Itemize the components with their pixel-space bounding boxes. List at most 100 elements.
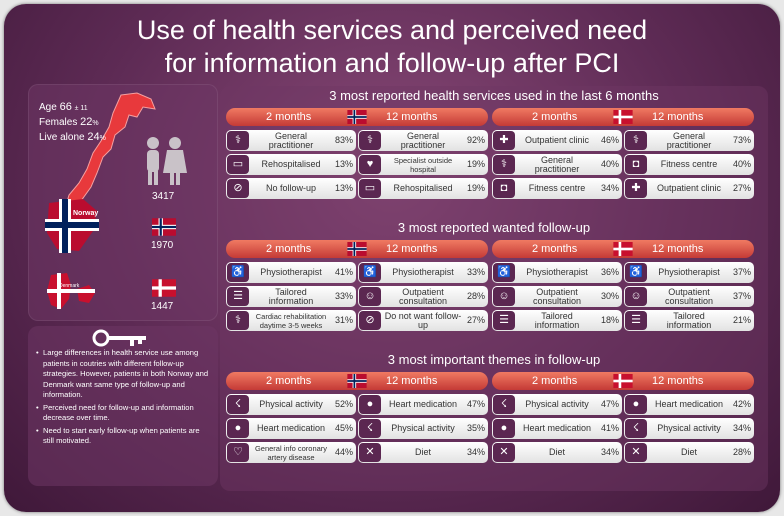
consultation-icon: ☺: [493, 287, 515, 306]
key-messages-panel: Large differences in health service use …: [28, 326, 218, 486]
result-label: No follow-up: [265, 183, 317, 193]
result-cell: ♿ Physiotherapist 33%: [358, 262, 488, 283]
key-message: Need to start early follow-up when patie…: [36, 426, 212, 447]
physiotherapy-icon: ♿: [625, 263, 647, 282]
dumbbell-icon: ◘: [625, 155, 647, 174]
checklist-icon: ☰: [493, 311, 515, 330]
result-cell: ▭ Rehospitalised 13%: [226, 154, 356, 175]
doctor-icon: ⚕: [359, 131, 381, 150]
result-percent: 45%: [334, 423, 353, 433]
result-label: Outpatient consultation: [664, 286, 714, 306]
result-percent: 34%: [600, 183, 619, 193]
result-label: Outpatient consultation: [398, 286, 448, 306]
result-cell: ☇ Physical activity 34%: [624, 418, 754, 439]
result-percent: 31%: [334, 315, 353, 325]
header-2-months: 2 months: [266, 243, 312, 255]
denmark-count: 1447: [151, 301, 174, 312]
physiotherapy-icon: ♿: [493, 263, 515, 282]
result-cell: ⚕ Cardiac rehabilitation daytime 3-5 week…: [226, 310, 356, 331]
result-cell: ☺ Outpatient consultation 30%: [492, 286, 622, 307]
result-cell: ✚ Outpatient clinic 46%: [492, 130, 622, 151]
cutlery-icon: ✕: [493, 443, 515, 462]
pills-icon: ●: [493, 419, 515, 438]
result-percent: 19%: [466, 183, 485, 193]
checklist-icon: ☰: [227, 287, 249, 306]
denmark-header: 2 months 12 months: [492, 108, 754, 126]
result-cell: ☺ Outpatient consultation 28%: [358, 286, 488, 307]
norway-flag-icon: [152, 218, 176, 236]
denmark-flag-icon: [613, 242, 633, 256]
people-icon: [147, 137, 187, 185]
result-label: Tailored information: [666, 310, 712, 330]
page-title: Use of health services and perceived nee…: [4, 14, 780, 80]
norway-map-label: Norway: [73, 210, 99, 217]
result-label: Physiotherapist: [392, 267, 454, 277]
physiotherapy-icon: ♿: [359, 263, 381, 282]
result-label: General practitioner: [534, 154, 580, 174]
key-messages-list: Large differences in health service use …: [36, 348, 212, 449]
result-percent: 92%: [466, 135, 485, 145]
result-label: Diet: [680, 447, 697, 457]
result-percent: 37%: [732, 291, 751, 301]
denmark-flag-icon: [613, 110, 633, 124]
result-percent: 30%: [600, 291, 619, 301]
result-percent: 36%: [600, 267, 619, 277]
result-percent: 19%: [466, 159, 485, 169]
denmark-map-icon: [47, 273, 95, 309]
result-cell: ☰ Tailored information 33%: [226, 286, 356, 307]
no-entry-icon: ⊘: [359, 311, 381, 330]
result-cell: ♡ General info coronary artery disease 44%: [226, 442, 356, 463]
title-line-1: Use of health services and perceived nee…: [136, 15, 648, 45]
result-label: General practitioner: [666, 130, 712, 150]
result-cell: ☺ Outpatient consultation 37%: [624, 286, 754, 307]
result-percent: 47%: [600, 399, 619, 409]
denmark-header: 2 months 12 months: [492, 240, 754, 258]
result-percent: 33%: [466, 267, 485, 277]
females-stat: Females 22%: [39, 116, 99, 128]
norway-header: 2 months 12 months: [226, 240, 488, 258]
result-cell: ⚕ General practitioner 83%: [226, 130, 356, 151]
result-percent: 34%: [732, 423, 751, 433]
result-percent: 40%: [732, 159, 751, 169]
norway-flag-icon: [347, 110, 367, 124]
title-line-2: for information and follow-up after PCI: [164, 48, 620, 78]
result-label: Physical activity: [657, 423, 721, 433]
pills-icon: ●: [227, 419, 249, 438]
result-percent: 42%: [732, 399, 751, 409]
result-cell: ✕ Diet 34%: [492, 442, 622, 463]
physiotherapy-icon: ♿: [227, 263, 249, 282]
norway-flag-map-icon: [45, 199, 99, 253]
norway-flag-icon: [347, 242, 367, 256]
result-label: Fitness centre: [528, 183, 586, 193]
result-percent: 13%: [334, 183, 353, 193]
key-message: Perceived need for follow-up and informa…: [36, 403, 212, 424]
result-cell: ◘ Fitness centre 34%: [492, 178, 622, 199]
result-cell: ☰ Tailored information 18%: [492, 310, 622, 331]
result-cell: ✕ Diet 34%: [358, 442, 488, 463]
result-label: Physiotherapist: [658, 267, 720, 277]
clinic-icon: ✚: [493, 131, 515, 150]
running-icon: ☇: [625, 419, 647, 438]
header-2-months: 2 months: [532, 111, 578, 123]
key-message: Large differences in health service use …: [36, 348, 212, 401]
result-percent: 47%: [466, 399, 485, 409]
result-cell: ⚕ General practitioner 73%: [624, 130, 754, 151]
header-12-months: 12 months: [652, 111, 704, 123]
header-2-months: 2 months: [266, 111, 312, 123]
result-cell: ✕ Diet 28%: [624, 442, 754, 463]
result-label: Outpatient consultation: [532, 286, 582, 306]
result-cell: ▭ Rehospitalised 19%: [358, 178, 488, 199]
result-cell: ☇ Physical activity 52%: [226, 394, 356, 415]
result-percent: 34%: [600, 447, 619, 457]
result-label: Tailored information: [534, 310, 580, 330]
result-label: Physical activity: [259, 399, 323, 409]
result-percent: 52%: [334, 399, 353, 409]
cutlery-icon: ✕: [359, 443, 381, 462]
clinic-icon: ✚: [625, 179, 647, 198]
result-label: Heart medication: [522, 423, 592, 433]
consultation-icon: ☺: [359, 287, 381, 306]
header-12-months: 12 months: [386, 243, 438, 255]
result-label: Outpatient clinic: [524, 135, 590, 145]
running-icon: ☇: [359, 419, 381, 438]
doctor-icon: ⚕: [227, 131, 249, 150]
